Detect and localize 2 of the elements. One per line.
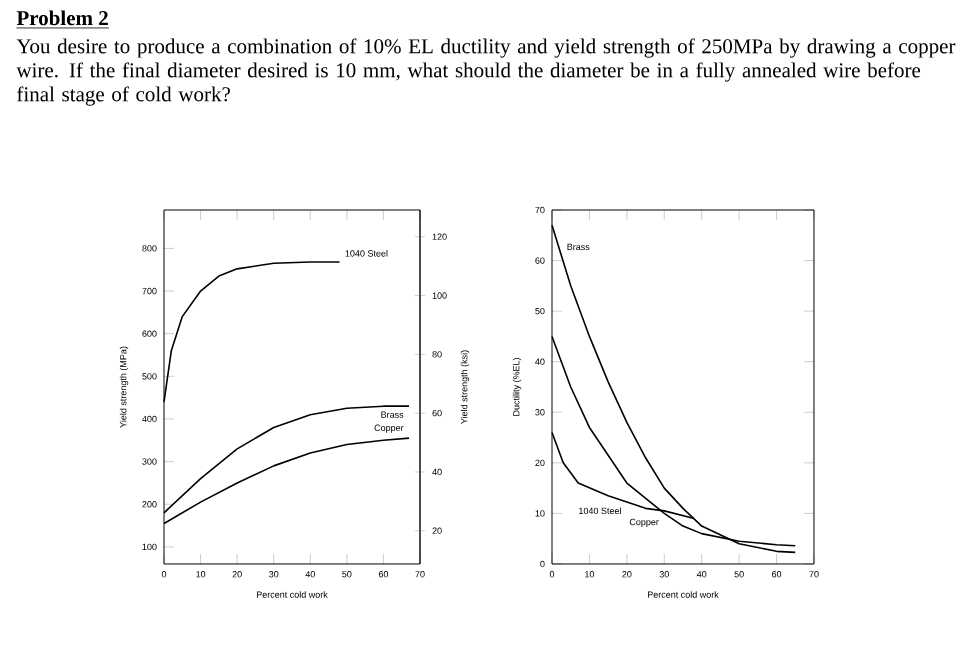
chart-title: Problem 2 [16, 10, 108, 26]
text: You desire to produce a combination of 10% EL ductility and yield strength of 250MPa by drawing a copper wire. If the final diameter desired is 10 mm, what should the diameter be in a fully annealed wire before final stage of cold work? [16, 38, 956, 106]
